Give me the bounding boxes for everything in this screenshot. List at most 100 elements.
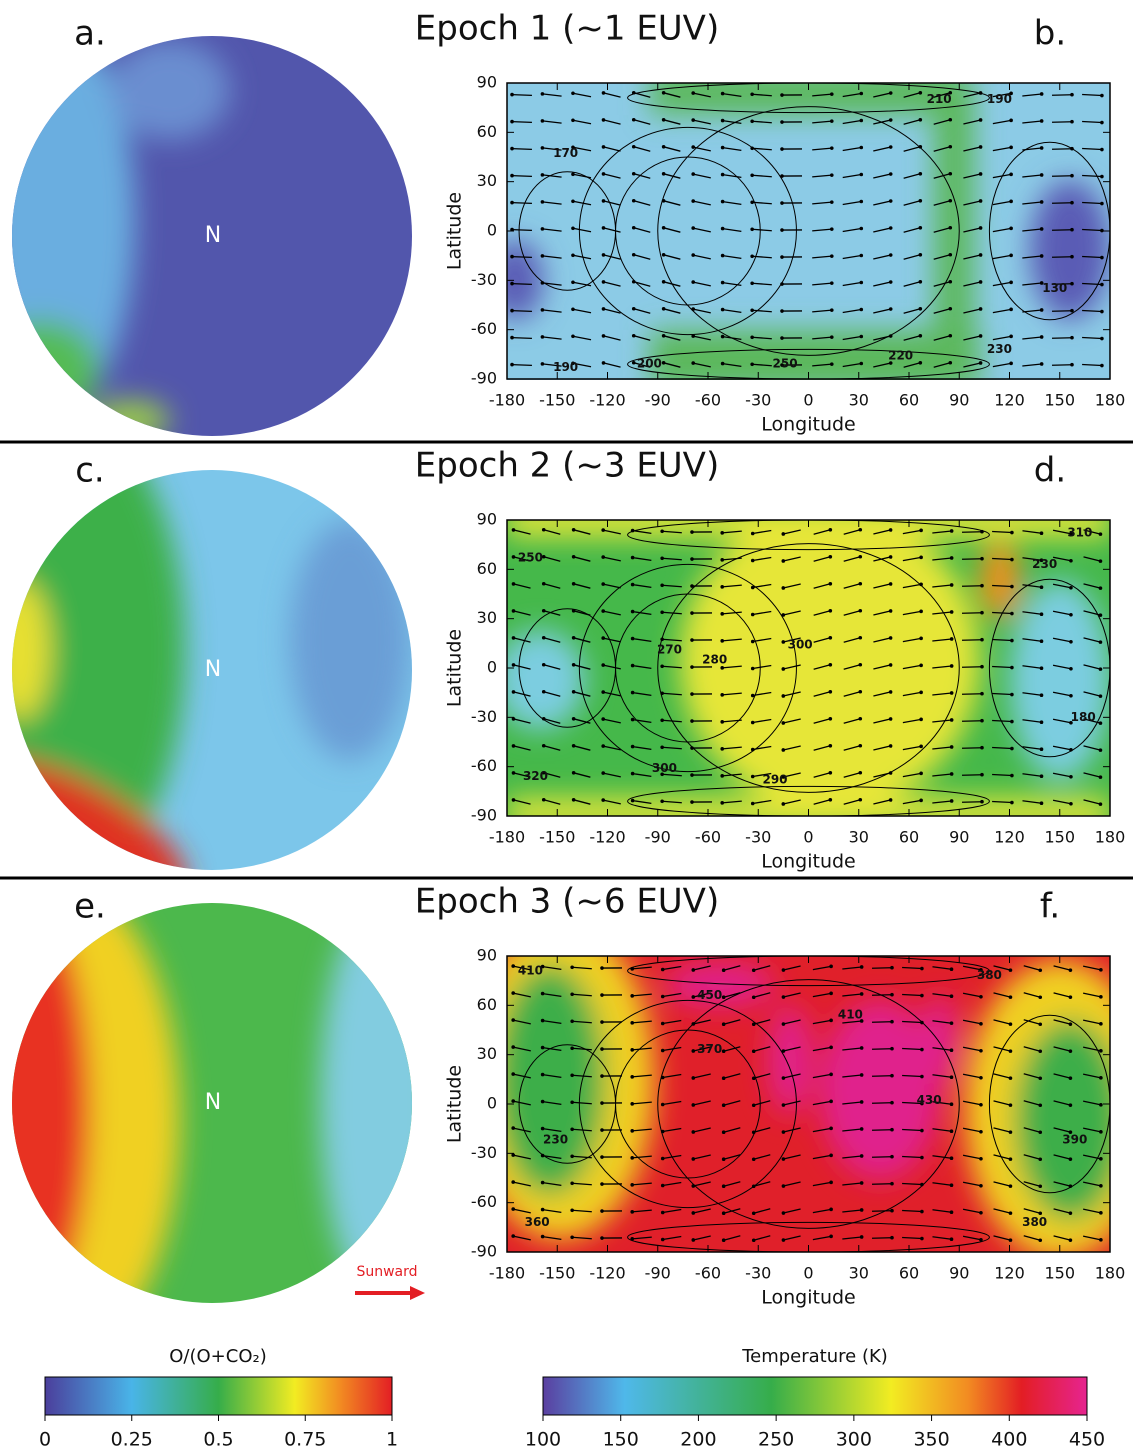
wind-arrow: [902, 664, 922, 670]
wind-arrow: [963, 335, 981, 341]
wind-arrow: [632, 993, 652, 997]
wind-arrow: [1082, 1100, 1102, 1106]
wind-arrow-head: [511, 609, 516, 613]
wind-arrow-head: [571, 226, 575, 231]
wind-arrow-head: [949, 967, 954, 972]
wind-arrow-head: [1039, 335, 1044, 339]
wind-arrow-head: [540, 1234, 545, 1239]
colorbar-tick-label: 0: [39, 1429, 51, 1451]
wind-arrow-head: [920, 1182, 924, 1187]
wind-arrow-head: [1009, 361, 1013, 366]
wind-arrow: [1022, 557, 1042, 561]
map-f: [507, 956, 1110, 1252]
wind-arrow-head: [948, 360, 953, 365]
wind-arrow: [603, 610, 621, 616]
x-tick-label: 60: [899, 1264, 919, 1283]
contour-line: [657, 543, 960, 793]
wind-arrow: [842, 1074, 862, 1078]
wind-arrow: [933, 335, 951, 341]
wind-arrow-head: [1009, 253, 1013, 258]
wind-arrow: [783, 583, 801, 589]
wind-arrow: [663, 200, 681, 206]
wind-arrow: [542, 309, 562, 313]
wind-arrow-head: [1100, 228, 1104, 233]
wind-arrow: [573, 799, 591, 805]
wind-arrow-head: [781, 1184, 786, 1188]
wind-arrow: [902, 583, 922, 589]
wind-arrow-head: [919, 582, 923, 587]
contour-label: 280: [702, 652, 727, 666]
wind-arrow-head: [1098, 586, 1103, 590]
wind-arrow-head: [888, 717, 893, 721]
wind-arrow-head: [979, 1075, 983, 1080]
wind-arrow: [1022, 309, 1042, 313]
wind-arrow: [543, 556, 561, 562]
wind-arrow: [1022, 255, 1042, 259]
wind-arrow: [992, 746, 1012, 750]
wind-arrow-head: [601, 361, 606, 365]
wind-arrow: [843, 583, 861, 589]
x-tick-label: 0: [803, 828, 813, 847]
wind-arrow-head: [630, 663, 635, 668]
wind-arrow: [1083, 772, 1101, 778]
wind-arrow-head: [949, 1156, 954, 1161]
wind-arrow-head: [511, 528, 516, 532]
wind-arrow: [873, 745, 891, 751]
wind-arrow-head: [920, 1236, 924, 1241]
x-tick-label: 150: [1044, 1264, 1075, 1283]
wind-arrow-head: [1038, 1238, 1043, 1243]
wind-arrow-head: [829, 1018, 833, 1023]
wind-arrow-head: [858, 608, 863, 613]
wind-arrow: [963, 308, 981, 314]
wind-arrow-head: [978, 307, 983, 311]
contour-label: 380: [1022, 1215, 1047, 1229]
wind-arrow-head: [858, 716, 863, 721]
wind-arrow: [842, 335, 862, 341]
wind-arrow: [842, 308, 862, 314]
wind-arrow-head: [1039, 720, 1044, 725]
wind-arrow: [872, 967, 892, 969]
wind-arrow: [1082, 309, 1102, 313]
wind-arrow: [662, 1127, 682, 1133]
y-axis-label: Latitude: [444, 192, 466, 270]
wind-arrow-head: [781, 1211, 786, 1215]
wind-arrow-head: [540, 1180, 545, 1185]
wind-arrow: [993, 1019, 1011, 1025]
contour-label: 230: [1032, 557, 1057, 571]
wind-arrow-head: [859, 965, 864, 969]
wind-arrow: [1023, 1019, 1041, 1025]
wind-arrow-head: [1009, 307, 1013, 312]
pole-label: N: [205, 223, 221, 248]
wind-arrow: [783, 691, 801, 697]
wind-arrow-head: [630, 744, 635, 749]
wind-arrow-head: [949, 691, 954, 695]
wind-arrow-head: [920, 1020, 924, 1025]
wind-arrow: [1082, 1019, 1102, 1025]
wind-arrow-head: [1070, 200, 1074, 205]
x-axis-label: Longitude: [761, 414, 856, 436]
wind-arrow: [932, 530, 952, 534]
wind-arrow: [632, 1236, 652, 1240]
wind-arrow: [873, 227, 891, 233]
wind-arrow-head: [781, 586, 786, 590]
wind-arrow-head: [691, 307, 696, 311]
wind-arrow: [963, 119, 981, 125]
wind-arrow: [1023, 1181, 1041, 1187]
wind-arrow-head: [948, 144, 953, 149]
wind-arrow: [633, 200, 651, 206]
wind-arrow-head: [1068, 1184, 1073, 1188]
wind-arrow: [543, 637, 561, 643]
wind-arrow: [603, 718, 621, 724]
wind-arrow-head: [750, 720, 755, 725]
wind-arrow-head: [920, 1047, 924, 1052]
wind-arrow: [513, 583, 531, 589]
wind-arrow-head: [1069, 774, 1073, 779]
wind-arrow-head: [781, 721, 786, 725]
wind-arrow: [873, 146, 891, 152]
wind-arrow-head: [781, 613, 786, 617]
wind-arrow: [962, 1100, 982, 1106]
wind-arrow-head: [1068, 1211, 1073, 1215]
wind-arrow: [573, 664, 591, 670]
wind-arrow-head: [978, 172, 983, 176]
wind-arrow-head: [750, 585, 755, 590]
